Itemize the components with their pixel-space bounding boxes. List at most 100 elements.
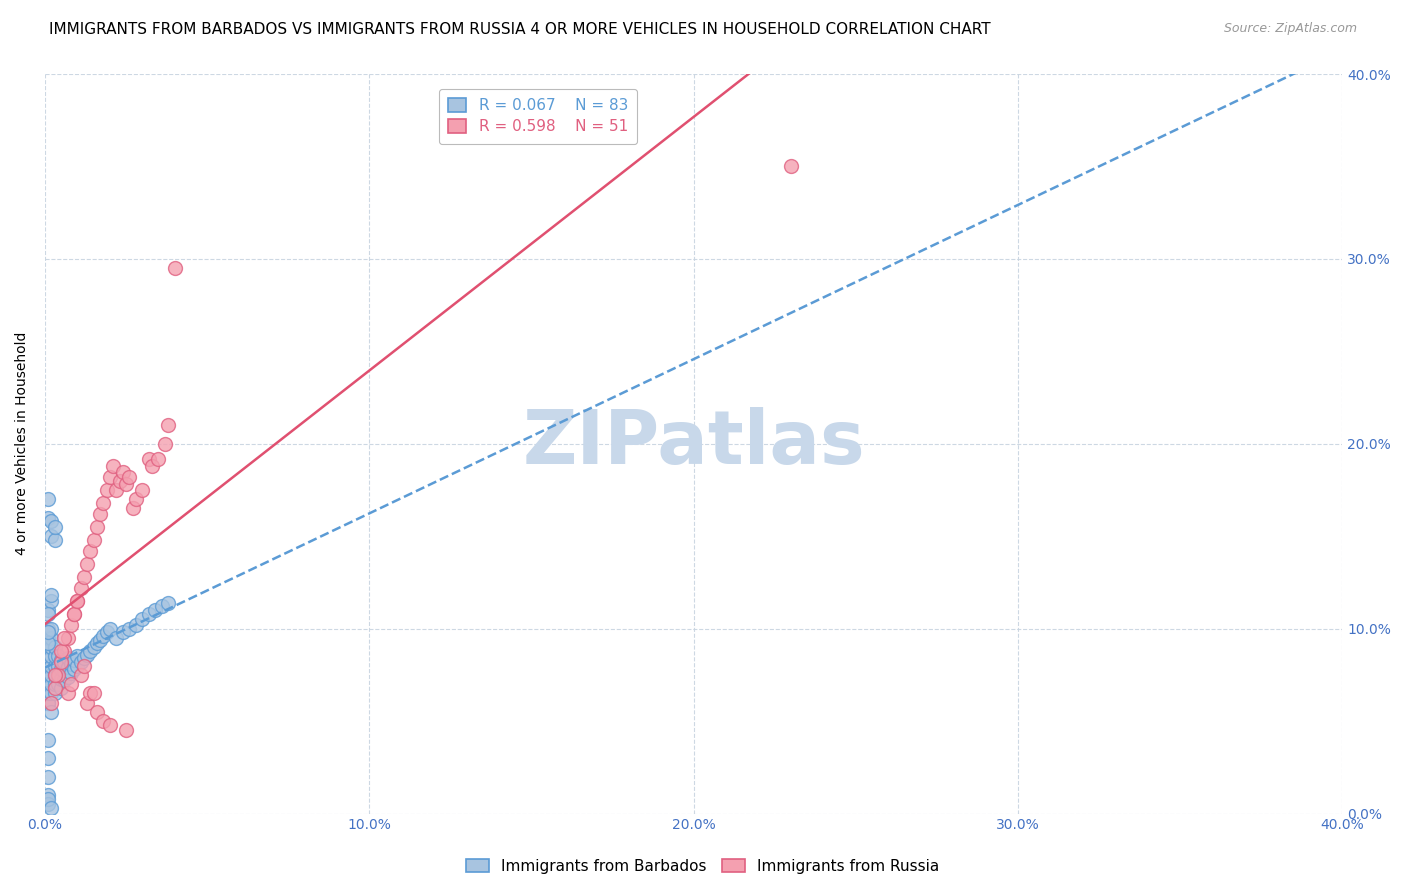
Point xyxy=(138,451,160,466)
Point xyxy=(105,483,128,497)
Point xyxy=(37,631,59,645)
Point xyxy=(93,496,115,510)
Point xyxy=(51,681,73,695)
Point xyxy=(141,458,163,473)
Point xyxy=(96,483,118,497)
Point xyxy=(157,596,180,610)
Point xyxy=(37,658,59,673)
Point xyxy=(59,657,82,671)
Point xyxy=(44,520,66,534)
Point xyxy=(138,607,160,621)
Point xyxy=(73,570,96,584)
Point xyxy=(53,664,76,678)
Point xyxy=(118,622,141,636)
Point xyxy=(93,629,115,643)
Point xyxy=(76,648,98,662)
Point xyxy=(79,686,101,700)
Text: Source: ZipAtlas.com: Source: ZipAtlas.com xyxy=(1223,22,1357,36)
Point xyxy=(56,631,79,645)
Point xyxy=(46,677,69,691)
Point xyxy=(121,501,143,516)
Point xyxy=(41,677,63,691)
Point xyxy=(63,653,86,667)
Point xyxy=(46,658,69,673)
Point xyxy=(63,607,86,621)
Legend: Immigrants from Barbados, Immigrants from Russia: Immigrants from Barbados, Immigrants fro… xyxy=(460,853,946,880)
Point xyxy=(86,520,108,534)
Point xyxy=(44,533,66,547)
Point xyxy=(59,666,82,681)
Point xyxy=(56,686,79,700)
Point xyxy=(44,686,66,700)
Point xyxy=(51,644,73,658)
Point xyxy=(66,658,89,673)
Point xyxy=(73,658,96,673)
Point xyxy=(51,672,73,686)
Point xyxy=(41,515,63,529)
Point xyxy=(83,686,105,700)
Point xyxy=(41,594,63,608)
Point xyxy=(46,649,69,664)
Point xyxy=(86,636,108,650)
Point xyxy=(115,477,138,491)
Point xyxy=(41,705,63,719)
Point xyxy=(51,653,73,667)
Point xyxy=(131,612,153,626)
Point xyxy=(53,655,76,669)
Point xyxy=(66,649,89,664)
Point xyxy=(76,696,98,710)
Point xyxy=(37,797,59,812)
Point xyxy=(150,599,173,614)
Point xyxy=(73,651,96,665)
Point xyxy=(37,770,59,784)
Point xyxy=(41,640,63,655)
Point xyxy=(44,677,66,691)
Point xyxy=(41,631,63,645)
Point xyxy=(79,644,101,658)
Text: IMMIGRANTS FROM BARBADOS VS IMMIGRANTS FROM RUSSIA 4 OR MORE VEHICLES IN HOUSEHO: IMMIGRANTS FROM BARBADOS VS IMMIGRANTS F… xyxy=(49,22,991,37)
Point xyxy=(53,673,76,688)
Point xyxy=(143,603,166,617)
Point xyxy=(41,696,63,710)
Point xyxy=(41,588,63,602)
Point xyxy=(44,658,66,673)
Point xyxy=(51,655,73,669)
Point xyxy=(63,607,86,621)
Point xyxy=(125,492,148,507)
Point xyxy=(44,649,66,664)
Point xyxy=(37,788,59,802)
Point xyxy=(131,483,153,497)
Point xyxy=(69,668,91,682)
Text: ZIPatlas: ZIPatlas xyxy=(522,408,865,480)
Point xyxy=(37,791,59,805)
Point xyxy=(44,668,66,682)
Point xyxy=(153,437,176,451)
Point xyxy=(125,618,148,632)
Point xyxy=(37,640,59,655)
Point xyxy=(86,705,108,719)
Point xyxy=(41,622,63,636)
Point xyxy=(37,677,59,691)
Point xyxy=(44,640,66,655)
Point xyxy=(46,668,69,682)
Point xyxy=(37,668,59,682)
Point xyxy=(41,529,63,543)
Point xyxy=(37,696,59,710)
Point xyxy=(105,631,128,645)
Point xyxy=(37,732,59,747)
Point xyxy=(69,581,91,595)
Point xyxy=(56,670,79,684)
Point xyxy=(59,618,82,632)
Point xyxy=(83,533,105,547)
Point xyxy=(53,631,76,645)
Point xyxy=(37,751,59,765)
Point xyxy=(41,668,63,682)
Point xyxy=(46,668,69,682)
Point xyxy=(148,451,170,466)
Point xyxy=(37,636,59,650)
Point xyxy=(37,649,59,664)
Point xyxy=(56,651,79,665)
Point xyxy=(163,261,186,276)
Point xyxy=(83,640,105,655)
Point xyxy=(56,660,79,674)
